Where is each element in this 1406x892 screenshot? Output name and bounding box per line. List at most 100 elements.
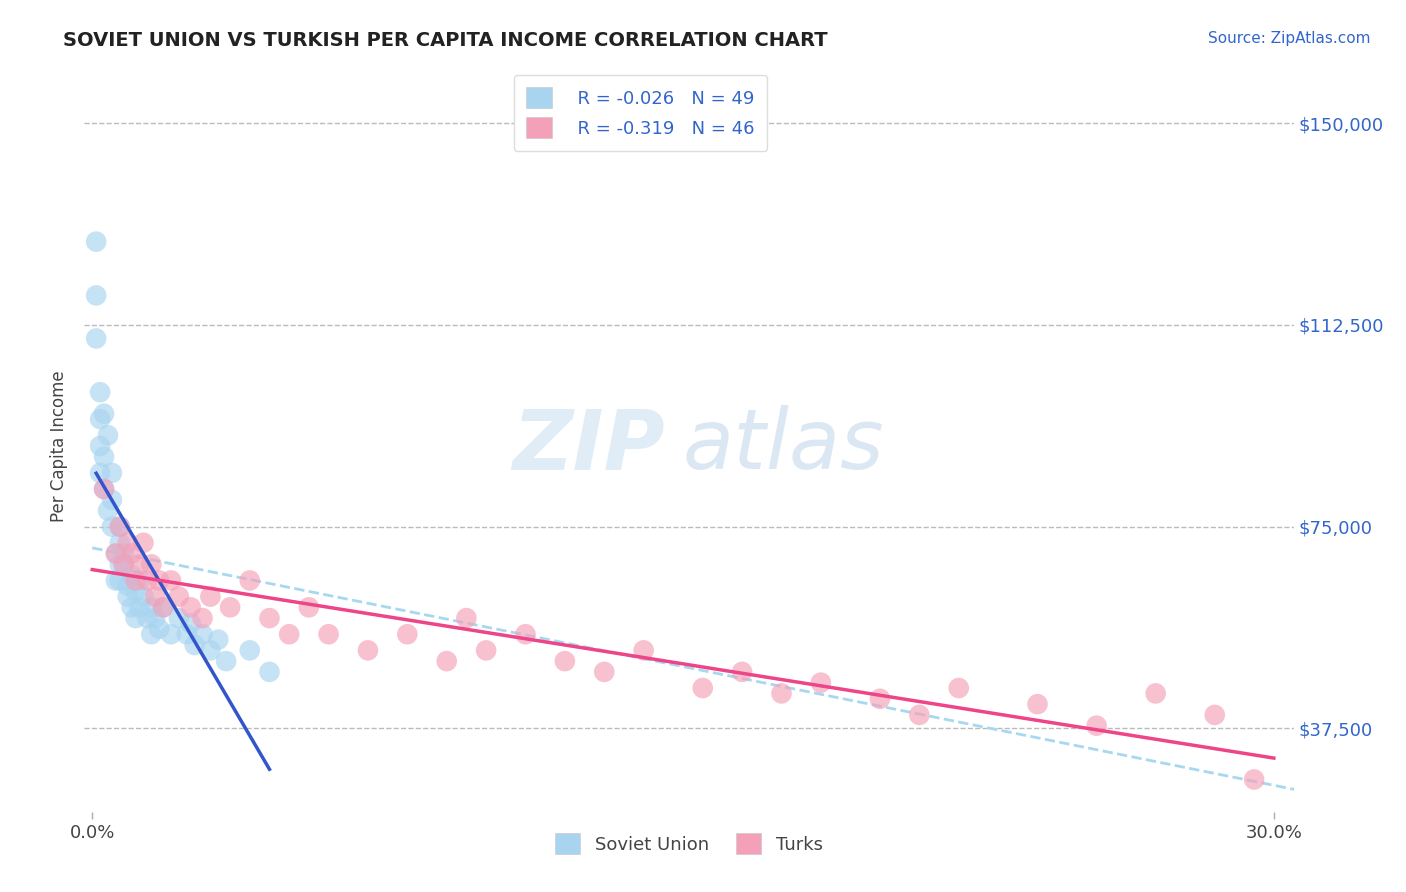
Point [89, 412, 111, 426]
Point [124, 584, 146, 599]
Point [152, 600, 174, 615]
Point [89, 466, 111, 480]
Point [89, 439, 111, 453]
Point [183, 638, 205, 652]
Point [128, 574, 150, 588]
Point [180, 616, 202, 631]
Point [121, 547, 143, 561]
Point [104, 547, 127, 561]
Point [200, 590, 222, 604]
Point [692, 681, 714, 695]
Point [117, 536, 139, 550]
Point [239, 574, 262, 588]
Point [1026, 697, 1049, 711]
Point [948, 681, 970, 695]
Point [112, 558, 135, 572]
Point [141, 558, 163, 572]
Point [176, 627, 198, 641]
Point [298, 600, 321, 615]
Point [108, 536, 131, 550]
Point [1144, 686, 1167, 700]
Point [810, 675, 832, 690]
Point [84, 235, 107, 249]
Point [148, 622, 170, 636]
Point [117, 579, 139, 593]
Point [132, 536, 155, 550]
Point [200, 643, 222, 657]
Point [101, 519, 124, 533]
Point [104, 574, 127, 588]
Point [357, 643, 380, 657]
Point [93, 450, 115, 464]
Point [128, 558, 150, 572]
Text: SOVIET UNION VS TURKISH PER CAPITA INCOME CORRELATION CHART: SOVIET UNION VS TURKISH PER CAPITA INCOM… [63, 31, 828, 50]
Point [97, 503, 120, 517]
Point [97, 428, 120, 442]
Point [1085, 719, 1108, 733]
Point [84, 288, 107, 302]
Point [108, 519, 131, 533]
Point [143, 611, 166, 625]
Point [456, 611, 478, 625]
Point [259, 665, 281, 679]
Legend: Soviet Union, Turks: Soviet Union, Turks [548, 826, 830, 861]
Point [136, 574, 159, 588]
Point [121, 600, 143, 615]
Point [278, 627, 301, 641]
Point [167, 590, 190, 604]
Point [239, 643, 262, 657]
Point [869, 691, 891, 706]
Point [124, 611, 146, 625]
Point [93, 407, 115, 421]
Text: ZIP: ZIP [512, 406, 665, 486]
Point [167, 611, 190, 625]
Point [396, 627, 419, 641]
Point [128, 600, 150, 615]
Y-axis label: Per Capita Income: Per Capita Income [51, 370, 69, 522]
Point [112, 558, 135, 572]
Point [1243, 772, 1265, 787]
Point [112, 547, 135, 561]
Text: atlas: atlas [683, 406, 884, 486]
Point [101, 466, 124, 480]
Point [108, 558, 131, 572]
Point [101, 492, 124, 507]
Point [219, 600, 242, 615]
Point [908, 707, 931, 722]
Point [593, 665, 616, 679]
Point [117, 590, 139, 604]
Point [160, 627, 183, 641]
Text: Source: ZipAtlas.com: Source: ZipAtlas.com [1208, 31, 1371, 46]
Point [160, 574, 183, 588]
Point [731, 665, 754, 679]
Point [215, 654, 238, 668]
Point [554, 654, 576, 668]
Point [191, 611, 214, 625]
Point [770, 686, 793, 700]
Point [141, 627, 163, 641]
Point [515, 627, 537, 641]
Point [1204, 707, 1226, 722]
Point [108, 519, 131, 533]
Point [475, 643, 498, 657]
Point [191, 627, 214, 641]
Point [93, 482, 115, 496]
Point [318, 627, 340, 641]
Point [207, 632, 229, 647]
Point [633, 643, 655, 657]
Point [141, 600, 163, 615]
Point [121, 568, 143, 582]
Point [148, 574, 170, 588]
Point [89, 385, 111, 400]
Point [132, 590, 155, 604]
Point [84, 331, 107, 345]
Point [152, 600, 174, 615]
Point [93, 482, 115, 496]
Point [124, 574, 146, 588]
Point [136, 611, 159, 625]
Point [143, 590, 166, 604]
Point [436, 654, 458, 668]
Point [108, 574, 131, 588]
Point [180, 600, 202, 615]
Point [259, 611, 281, 625]
